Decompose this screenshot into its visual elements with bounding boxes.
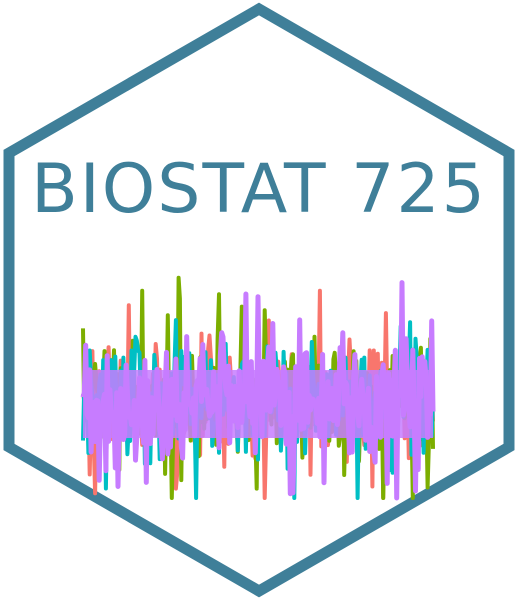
- sticker-title: BIOSTAT 725: [31, 150, 487, 229]
- noise-traces-icon: [80, 275, 436, 501]
- noise-band: [83, 370, 433, 438]
